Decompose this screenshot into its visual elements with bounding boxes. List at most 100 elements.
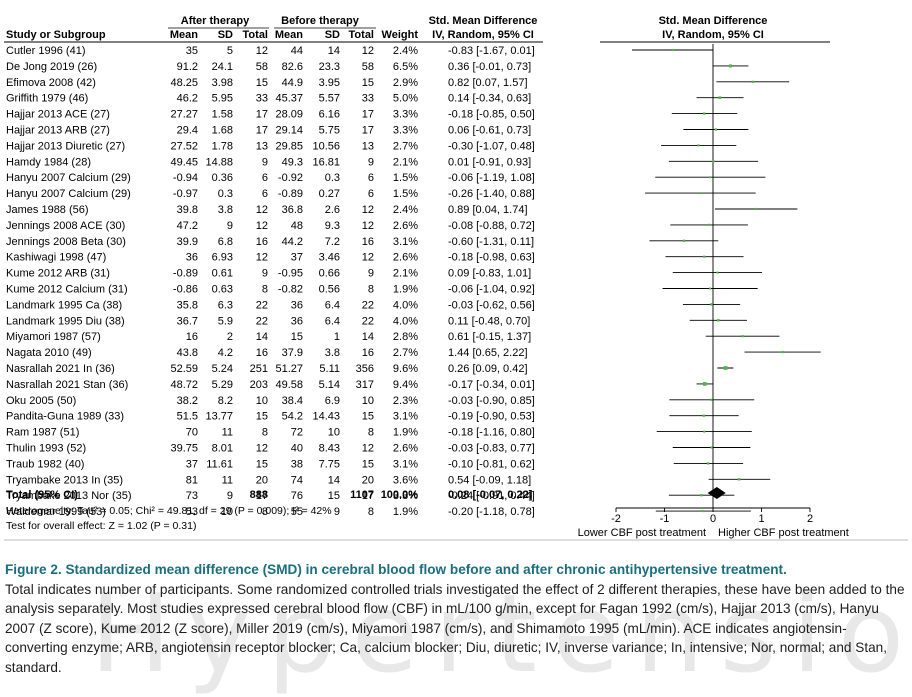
ci: 1.44 [0.65, 2.22] [448,347,528,359]
point-estimate [710,446,713,449]
study-name: Nasrallah 2021 Stan (36) [6,379,128,391]
weight: 2.4% [393,45,418,57]
point-estimate [702,382,707,386]
after-mean: 27.52 [170,140,198,152]
study-name: Jennings 2008 Beta (30) [6,236,126,248]
weight: 2.8% [393,331,418,343]
study-rows: Cutler 1996 (41) 35 5 12 44 14 12 2.4% -0.83 [-1… [6,45,535,518]
ci: -0.18 [-1.16, 0.80] [448,427,535,439]
before-n: 15 [362,458,374,470]
after-n: 12 [256,443,268,455]
ci: -0.06 [-1.04, 0.92] [448,284,535,296]
point-estimate [709,176,712,179]
before-mean: 49.3 [282,156,303,168]
after-mean: 46.2 [177,93,198,105]
table-row: Nasrallah 2021 Stan (36) 48.72 5.29 203 49.5… [6,379,535,391]
study-name: Landmark 1995 Ca (38) [6,299,122,311]
ci: -0.20 [-1.18, 0.78] [448,506,535,518]
after-sd: 14.88 [205,156,233,168]
weight: 2.1% [393,156,418,168]
point-estimate [755,207,758,211]
col-header-after-sd: SD [218,29,233,41]
after-sd: 24.1 [212,61,233,73]
ci: -0.10 [-0.81, 0.62] [448,458,535,470]
ci: -0.83 [-1.67, 0.01] [448,45,535,57]
x-tick-label: 1 [758,513,764,525]
after-mean: 53 [186,506,198,518]
after-mean: -0.89 [173,268,198,280]
before-n: 14 [362,331,374,343]
study-name: Hajjar 2013 ACE (27) [6,109,110,121]
point-estimate [703,112,706,115]
caption-title-line: Figure 2. Standardized mean difference (… [5,560,905,580]
after-mean: 70 [186,427,198,439]
table-row: Hajjar 2013 ARB (27) 29.4 1.68 17 29.14 5.75 1… [6,125,531,137]
before-n: 16 [362,347,374,359]
before-mean: 38.4 [282,395,303,407]
before-mean: 44.9 [282,77,303,89]
point-estimate [671,48,674,52]
group-header-smd: Std. Mean Difference [429,15,538,27]
before-n: 12 [362,443,374,455]
before-sd: 14 [328,45,340,57]
ci: 0.14 [-0.34, 0.63] [448,93,531,105]
before-sd: 3.8 [325,347,340,359]
study-name: Tryambake 2013 Nor (35) [6,490,132,502]
study-name: Griffith 1979 (46) [6,93,88,105]
after-n: 12 [256,204,268,216]
ci: 0.54 [-0.09, 1.18] [448,474,531,486]
after-n: 15 [256,77,268,89]
before-sd: 5.57 [319,93,340,105]
before-mean: 74 [291,474,303,486]
before-sd: 14.43 [312,411,340,423]
point-estimate [751,80,754,83]
after-sd: 4.2 [218,347,233,359]
before-n: 8 [368,427,374,439]
ci: 0.36 [-0.01, 0.73] [448,61,531,73]
point-estimate [714,128,718,131]
before-mean: 76 [291,490,303,502]
point-estimate [712,160,715,163]
ci: -0.30 [-1.07, 0.48] [448,140,535,152]
point-estimate [741,335,744,338]
after-sd: 6.3 [218,299,233,311]
weight: 4.0% [393,299,418,311]
ci: 0.09 [-0.83, 1.01] [448,268,531,280]
before-sd: 16.81 [312,156,340,168]
column-header-row: Study or Subgroup Mean SD Total Mean SD … [6,29,764,41]
study-name: Kashiwagi 1998 (47) [6,252,106,264]
weight: 2.6% [393,443,418,455]
table-row: Waldemar 1999 (53) 53 10 8 55 9 8 1.9% -0.20 [-1… [6,506,535,518]
after-sd: 3.8 [218,204,233,216]
before-mean: -0.95 [278,268,303,280]
group-header-after: After therapy [181,15,250,27]
point-estimate [718,96,722,100]
table-row: Efimova 2008 (42) 48.25 3.98 15 44.9 3.95 15 2.… [6,77,528,89]
before-n: 17 [362,125,374,137]
table-row: Thulin 1993 (52) 39.75 8.01 12 40 8.43 12 2.6% -… [6,443,535,455]
ci: -0.03 [-0.62, 0.56] [448,299,535,311]
after-mean: 27.27 [170,109,198,121]
before-mean: 49.58 [275,379,303,391]
before-mean: 36.8 [282,204,303,216]
study-name: Miyamori 1987 (57) [6,331,101,343]
study-name: Hanyu 2007 Calcium (29) [6,188,131,200]
after-n: 20 [256,474,268,486]
total-row: Total (95% CI) 888 1107 100.0% 0.08 [-0.… [6,489,533,501]
figure-caption: Figure 2. Standardized mean difference (… [5,560,905,677]
before-mean: 51.27 [275,363,303,375]
before-n: 317 [356,379,374,391]
after-sd: 1.68 [212,125,233,137]
before-mean: 36 [291,299,303,311]
table-row: Ram 1987 (51) 70 11 8 72 10 8 1.9% -0.18 [-1.16,… [6,427,535,439]
study-name: Waldemar 1999 (53) [6,506,106,518]
before-sd: 5.11 [319,363,340,375]
total-before-n: 1107 [350,489,374,501]
weight: 3.3% [393,109,418,121]
ci: 0.11 [-0.48, 0.70] [448,315,530,327]
col-header-study: Study or Subgroup [6,29,106,41]
before-mean: 28.09 [275,109,303,121]
table-row: Jennings 2008 Beta (30) 39.9 6.8 16 44.2 7.2 1… [6,236,534,248]
before-sd: 0.27 [319,188,340,200]
plot-header-title: Std. Mean Difference [659,15,768,27]
